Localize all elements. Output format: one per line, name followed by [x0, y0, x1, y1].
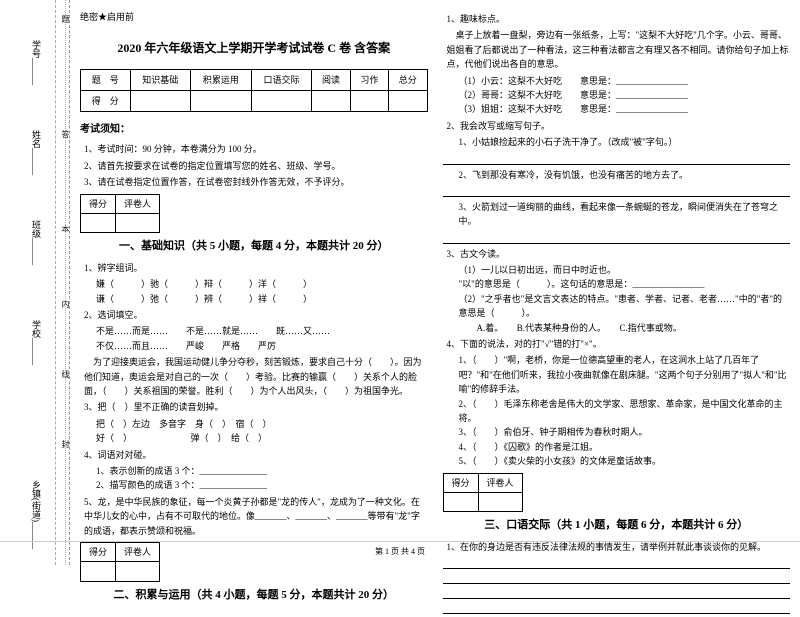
th-3: 口语交际 — [251, 69, 312, 90]
blank-s3 — [443, 587, 791, 599]
mini-score: 得分 — [81, 194, 116, 213]
page-footer: 第 1 页 共 4 页 — [0, 541, 800, 557]
r2: 2、我会改写或缩写句子。 — [443, 119, 791, 133]
r1-o2: （2）哥哥：这梨不大好吃 意思是：________________ — [443, 88, 791, 102]
blank-s1 — [443, 557, 791, 569]
r1-text: 桌子上放着一盘梨，旁边有一张纸条，上写："这梨不大好吃"几个字。小云、哥哥、姐姐… — [443, 28, 791, 71]
r4-l1: 1、（ ）"啊，老桥，你是一位德高望重的老人，在这涧水上站了几百年了吧？"和"在… — [443, 353, 791, 396]
r3: 3、古文今读。 — [443, 247, 791, 261]
side-name: 姓名______ — [30, 130, 43, 175]
q4-l2: 2、描写颜色的成语 3 个：_______________ — [80, 478, 428, 492]
q2-w1: 不是……而是…… 不是……就是…… 既……又…… — [80, 324, 428, 338]
r3-l2: "以"的意思是（ ）。这句话的意思是：________________ — [443, 277, 791, 291]
r4-l5: 5、（ ）《卖火柴的小女孩》的文体是童话故事。 — [443, 454, 791, 468]
q4-l1: 1、表示创新的成语 3 个：_______________ — [80, 464, 428, 478]
r1: 1、趣味标点。 — [443, 12, 791, 26]
th-2: 积累运用 — [191, 69, 252, 90]
side-class: 班级______ — [30, 220, 43, 265]
side-school: 学校______ — [30, 320, 43, 365]
r3-l1: （1）一儿以日初出远，而日中时近也。 — [443, 263, 791, 277]
th-1: 知识基础 — [130, 69, 191, 90]
notice-title: 考试须知： — [80, 122, 428, 138]
section-1-header: 一、基础知识（共 5 小题，每题 4 分，本题共计 20 分） — [80, 238, 428, 256]
r4-l3: 3、（ ）俞伯牙、钟子期相传为春秋时期人。 — [443, 425, 791, 439]
q2-w2: 不仅……而且…… 严峻 严格 严厉 — [80, 339, 428, 353]
r4-l2: 2、（ ）毛泽东称老舍是伟大的文学家、思想家、革命家，是中国文化革命的主将。 — [443, 397, 791, 426]
q4: 4、词语对对碰。 — [80, 448, 428, 462]
notice-3: 3、请在试卷指定位置作答，在试卷密封线外作答无效，不予评分。 — [80, 175, 428, 189]
score-mini-1: 得分评卷人 — [80, 194, 160, 234]
blank-s2 — [443, 572, 791, 584]
side-student-id: 学号______ — [30, 40, 43, 85]
row-score-label: 得 分 — [81, 90, 131, 111]
section-3-header: 三、口语交际（共 1 小题，每题 6 分，本题共计 6 分） — [443, 517, 791, 535]
notice-2: 2、请首先按要求在试卷的指定位置填写您的姓名、班级、学号。 — [80, 159, 428, 173]
score-mini-3: 得分评卷人 — [443, 473, 523, 513]
q2: 2、选词填空。 — [80, 308, 428, 322]
th-5: 习作 — [350, 69, 388, 90]
left-column: 绝密★启用前 2020 年六年级语文上学期开学考试试卷 C 卷 含答案 题 号 … — [80, 10, 428, 617]
blank-1 — [443, 153, 791, 165]
blank-s4 — [443, 602, 791, 614]
right-column: 1、趣味标点。 桌子上放着一盘梨，旁边有一张纸条，上写："这梨不大好吃"几个字。… — [443, 10, 791, 617]
mini-grader-3: 评卷人 — [478, 473, 522, 492]
r2-l5: 3、火箭划过一道绚丽的曲线，看起来像一条蜿蜒的苍龙，瞬间便消失在了苍穹之中。 — [443, 200, 791, 229]
mini-score-3: 得分 — [443, 473, 478, 492]
r3-l4: A.着。 B.代表某种身份的人。 C.指代事或物。 — [443, 321, 791, 335]
r1-o1: （1）小云：这梨不大好吃 意思是：________________ — [443, 74, 791, 88]
q1-r2: 谦（ ）弛（ ）辨（ ）祥（ ） — [80, 292, 428, 306]
r2-l1: 1、小姑娘捡起来的小石子洗干净了。（改成"被"字句。） — [443, 135, 791, 149]
th-4: 阅读 — [312, 69, 350, 90]
q3-text: 把（ ）左边 多音字 身（ ） 宿（ ） 好（ ） 弹（ ） 给（ ） — [80, 417, 428, 446]
r4-l4: 4、（ ）《囚歌》的作者是江姐。 — [443, 440, 791, 454]
q2-l1: 为了迎接奥运会，我国运动健儿争分夺秒，刻苦锻炼，要求自己十分（ ）。因为他们知道… — [80, 355, 428, 398]
blank-3 — [443, 232, 791, 244]
exam-title: 2020 年六年级语文上学期开学考试试卷 C 卷 含答案 — [80, 39, 428, 58]
r1-o3: （3）姐姐：这梨不大好吃 意思是：________________ — [443, 102, 791, 116]
side-town: 乡镇(街道)______ — [30, 480, 43, 549]
r3-l3: （2）"之乎者也"是文言文表达的特点。"患者、学者、记者、老者……"中的"者"的… — [443, 292, 791, 321]
secret-label: 绝密★启用前 — [80, 10, 428, 24]
notice-1: 1、考试时间：90 分钟，本卷满分为 100 分。 — [80, 142, 428, 156]
q3: 3、把（ ）里不正确的读音划掉。 — [80, 400, 428, 414]
th-6: 总分 — [389, 69, 427, 90]
score-table: 题 号 知识基础 积累运用 口语交际 阅读 习作 总分 得 分 — [80, 69, 428, 113]
mini-grader: 评卷人 — [116, 194, 160, 213]
r4: 4、下面的说法，对的打"√"错的打"×"。 — [443, 337, 791, 351]
q1: 1、辨字组词。 — [80, 261, 428, 275]
q5: 5、龙，是中华民族的象征，每一个炎黄子孙都是"龙的传人"，龙成为了一种文化。在中… — [80, 495, 428, 538]
section-2-header: 二、积累与运用（共 4 小题，每题 5 分，本题共计 20 分） — [80, 587, 428, 605]
r2-l3: 2、飞到那没有寒冷，没有饥饿，也没有痛苦的地方去了。 — [443, 168, 791, 182]
blank-2 — [443, 185, 791, 197]
q1-r1: 嫌（ ）驰（ ）辩（ ）洋（ ） — [80, 277, 428, 291]
th-num: 题 号 — [81, 69, 131, 90]
